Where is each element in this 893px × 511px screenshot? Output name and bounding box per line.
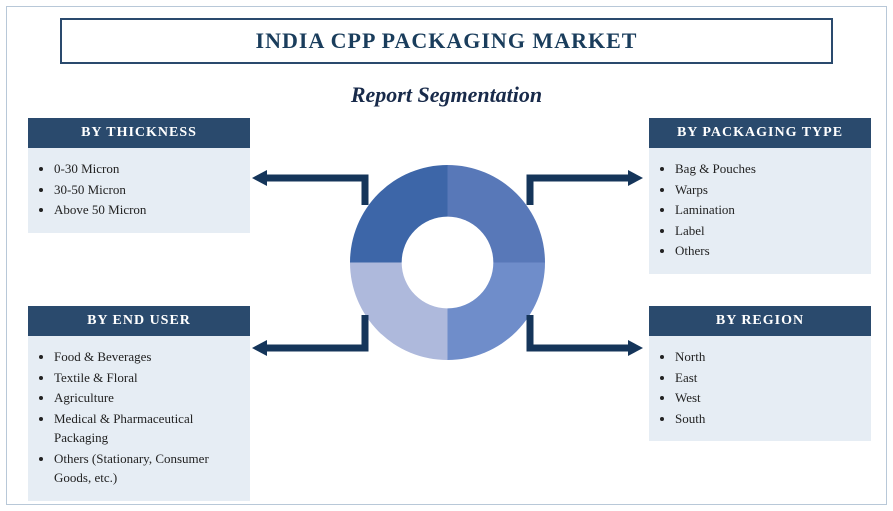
list-item: Lamination	[675, 200, 861, 220]
donut-chart	[350, 165, 545, 360]
list-item: Bag & Pouches	[675, 159, 861, 179]
segment-thickness-header: BY THICKNESS	[28, 118, 250, 148]
segment-enduser-header: BY END USER	[28, 306, 250, 336]
segment-thickness: BY THICKNESS 0-30 Micron30-50 MicronAbov…	[28, 118, 250, 233]
segment-packtype: BY PACKAGING TYPE Bag & PouchesWarpsLami…	[649, 118, 871, 274]
list-item: Others	[675, 241, 861, 261]
page-title: INDIA CPP PACKAGING MARKET	[62, 28, 831, 54]
subtitle: Report Segmentation	[0, 82, 893, 108]
list-item: Textile & Floral	[54, 368, 240, 388]
segment-packtype-body: Bag & PouchesWarpsLaminationLabelOthers	[649, 148, 871, 274]
list-item: 30-50 Micron	[54, 180, 240, 200]
list-item: Above 50 Micron	[54, 200, 240, 220]
segment-region-body: NorthEastWestSouth	[649, 336, 871, 441]
segment-enduser-body: Food & BeveragesTextile & FloralAgricult…	[28, 336, 250, 501]
list-item: Agriculture	[54, 388, 240, 408]
title-box: INDIA CPP PACKAGING MARKET	[60, 18, 833, 64]
donut-svg	[350, 165, 545, 360]
list-item: Warps	[675, 180, 861, 200]
list-item: Label	[675, 221, 861, 241]
list-item: 0-30 Micron	[54, 159, 240, 179]
segment-packtype-header: BY PACKAGING TYPE	[649, 118, 871, 148]
segment-enduser: BY END USER Food & BeveragesTextile & Fl…	[28, 306, 250, 501]
list-item: Others (Stationary, Consumer Goods, etc.…	[54, 449, 240, 488]
list-item: East	[675, 368, 861, 388]
list-item: North	[675, 347, 861, 367]
list-item: Food & Beverages	[54, 347, 240, 367]
segment-region-header: BY REGION	[649, 306, 871, 336]
segment-thickness-body: 0-30 Micron30-50 MicronAbove 50 Micron	[28, 148, 250, 233]
list-item: Medical & Pharmaceutical Packaging	[54, 409, 240, 448]
segment-region: BY REGION NorthEastWestSouth	[649, 306, 871, 441]
list-item: South	[675, 409, 861, 429]
list-item: West	[675, 388, 861, 408]
